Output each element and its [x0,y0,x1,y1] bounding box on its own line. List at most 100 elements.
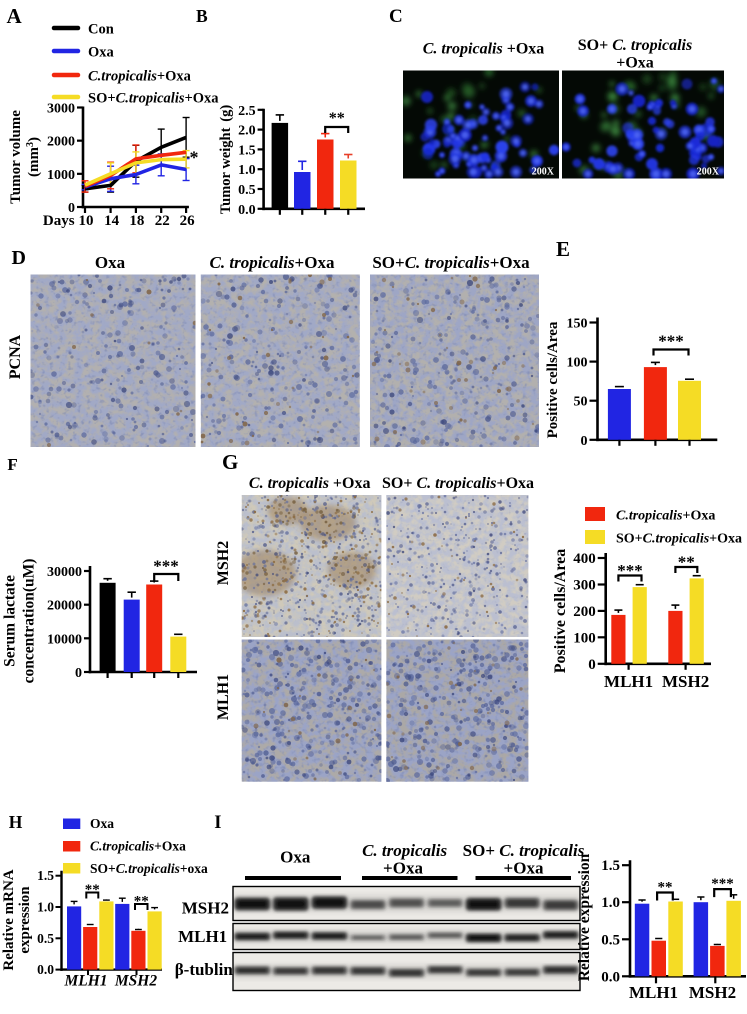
svg-text:***: *** [658,332,684,351]
svg-text:Days: Days [43,213,75,229]
svg-text:C.tropicalis+Oxa: C.tropicalis+Oxa [616,509,715,524]
svg-text:MSH2: MSH2 [182,898,229,917]
svg-text:30000: 30000 [47,565,82,580]
svg-text:400: 400 [573,551,596,567]
svg-text:0.0: 0.0 [37,962,54,977]
svg-text:0: 0 [581,434,588,449]
svg-text:0.5: 0.5 [601,932,620,948]
svg-text:10: 10 [79,213,94,229]
svg-text:150: 150 [567,317,588,332]
svg-text:2000: 2000 [47,135,75,150]
svg-text:50: 50 [574,395,588,410]
svg-text:C. tropicalis: C. tropicalis [362,841,447,860]
svg-text:0: 0 [588,657,596,673]
svg-text:G: G [222,450,238,474]
svg-text:MSH2: MSH2 [662,672,709,691]
svg-text:3000: 3000 [47,102,75,117]
svg-text:+Oxa: +Oxa [616,55,654,72]
svg-text:200X: 200X [697,167,720,178]
svg-text:26: 26 [180,213,196,229]
svg-text:**: ** [678,553,695,572]
svg-text:PCNA: PCNA [7,334,24,379]
svg-text:D: D [12,247,26,269]
svg-text:**: ** [329,110,345,127]
svg-text:1.5: 1.5 [37,868,54,883]
svg-text:1.0: 1.0 [601,895,620,911]
svg-text:MLH1: MLH1 [178,927,227,946]
svg-text:***: *** [153,557,179,576]
svg-text:20000: 20000 [47,599,82,614]
svg-text:SO+C.tropicalis+Oxa: SO+C.tropicalis+Oxa [616,532,742,547]
svg-text:1.0: 1.0 [37,900,54,915]
svg-text:MSH2: MSH2 [215,541,232,585]
svg-text:100: 100 [573,630,596,646]
svg-text:Relative mRNA: Relative mRNA [1,869,17,970]
svg-text:1.0: 1.0 [238,163,256,178]
svg-text:200: 200 [573,604,596,620]
svg-text:F: F [7,455,17,474]
svg-text:+Oxa: +Oxa [383,859,423,878]
svg-text:0.0: 0.0 [601,969,620,985]
svg-text:C. tropicalis +Oxa: C. tropicalis +Oxa [423,41,545,58]
svg-text:Relative expression: Relative expression [576,853,593,981]
svg-text:MLH1: MLH1 [604,672,653,691]
svg-text:SO+ C. tropicalis: SO+ C. tropicalis [578,37,692,54]
svg-text:MLH1: MLH1 [629,983,678,1002]
svg-text:A: A [7,4,23,28]
svg-text:concentration(uM): concentration(uM) [21,559,38,684]
svg-text:Oxa: Oxa [95,253,126,272]
svg-text:expression: expression [17,886,33,954]
svg-text:***: *** [617,561,643,580]
svg-text:**: ** [134,894,149,910]
svg-text:14: 14 [104,213,120,229]
svg-text:**: ** [85,882,100,898]
svg-text:SO+C. tropicalis+Oxa: SO+C. tropicalis+Oxa [372,253,530,272]
svg-text:Oxa: Oxa [88,45,115,61]
svg-text:***: *** [711,876,734,892]
svg-text:+Oxa: +Oxa [504,859,544,878]
svg-text:Oxa: Oxa [90,816,114,831]
svg-text:C.tropicalis+Oxa: C.tropicalis+Oxa [90,839,186,854]
svg-text:SO+ C. tropicalis+Oxa: SO+ C. tropicalis+Oxa [382,475,534,492]
svg-text:MSH2: MSH2 [114,973,157,990]
svg-text:2.5: 2.5 [238,104,256,119]
svg-text:1.5: 1.5 [238,143,256,158]
svg-text:1.5: 1.5 [601,858,620,874]
svg-text:Con: Con [88,22,114,38]
svg-text:100: 100 [567,356,588,371]
svg-text:I: I [214,813,221,833]
svg-text:MSH2: MSH2 [689,983,736,1002]
svg-text:**: ** [658,880,673,896]
svg-text:0.5: 0.5 [238,183,256,198]
svg-text:C: C [389,6,403,27]
svg-text:18: 18 [129,213,144,229]
svg-text:Tumor volume: Tumor volume [8,110,24,204]
svg-text:Serum lactate: Serum lactate [2,575,19,667]
svg-text:B: B [196,6,208,26]
svg-text:0: 0 [75,666,82,681]
svg-text:C.tropicalis+Oxa: C.tropicalis+Oxa [88,69,192,85]
svg-text:1000: 1000 [47,168,75,183]
svg-text:C. tropicalis +Oxa: C. tropicalis +Oxa [249,475,371,492]
svg-text:SO+C.tropicalis+oxa: SO+C.tropicalis+oxa [90,861,208,876]
svg-text:C. tropicalis+Oxa: C. tropicalis+Oxa [210,253,335,272]
svg-text:H: H [9,812,23,832]
svg-text:22: 22 [155,213,170,229]
svg-text:0.0: 0.0 [238,203,256,218]
svg-text:SO+ C. tropicalis: SO+ C. tropicalis [463,841,585,860]
svg-text:Oxa: Oxa [280,848,311,867]
svg-text:MLH1: MLH1 [215,674,232,720]
svg-text:300: 300 [573,578,596,594]
svg-text:E: E [556,237,570,261]
svg-text:Tumor weight (g): Tumor weight (g) [218,105,234,214]
svg-text:200X: 200X [532,167,555,178]
svg-text:Positive cells/Area: Positive cells/Area [545,321,561,438]
svg-text:MLH1: MLH1 [63,973,107,990]
svg-text:Positive cells/Area: Positive cells/Area [552,549,569,674]
svg-text:2.0: 2.0 [238,124,256,139]
svg-text:0.5: 0.5 [37,931,54,946]
svg-text:*: * [190,148,199,168]
svg-text:β-tublin: β-tublin [175,960,234,979]
svg-text:10000: 10000 [47,632,82,647]
svg-text:0: 0 [68,201,75,216]
